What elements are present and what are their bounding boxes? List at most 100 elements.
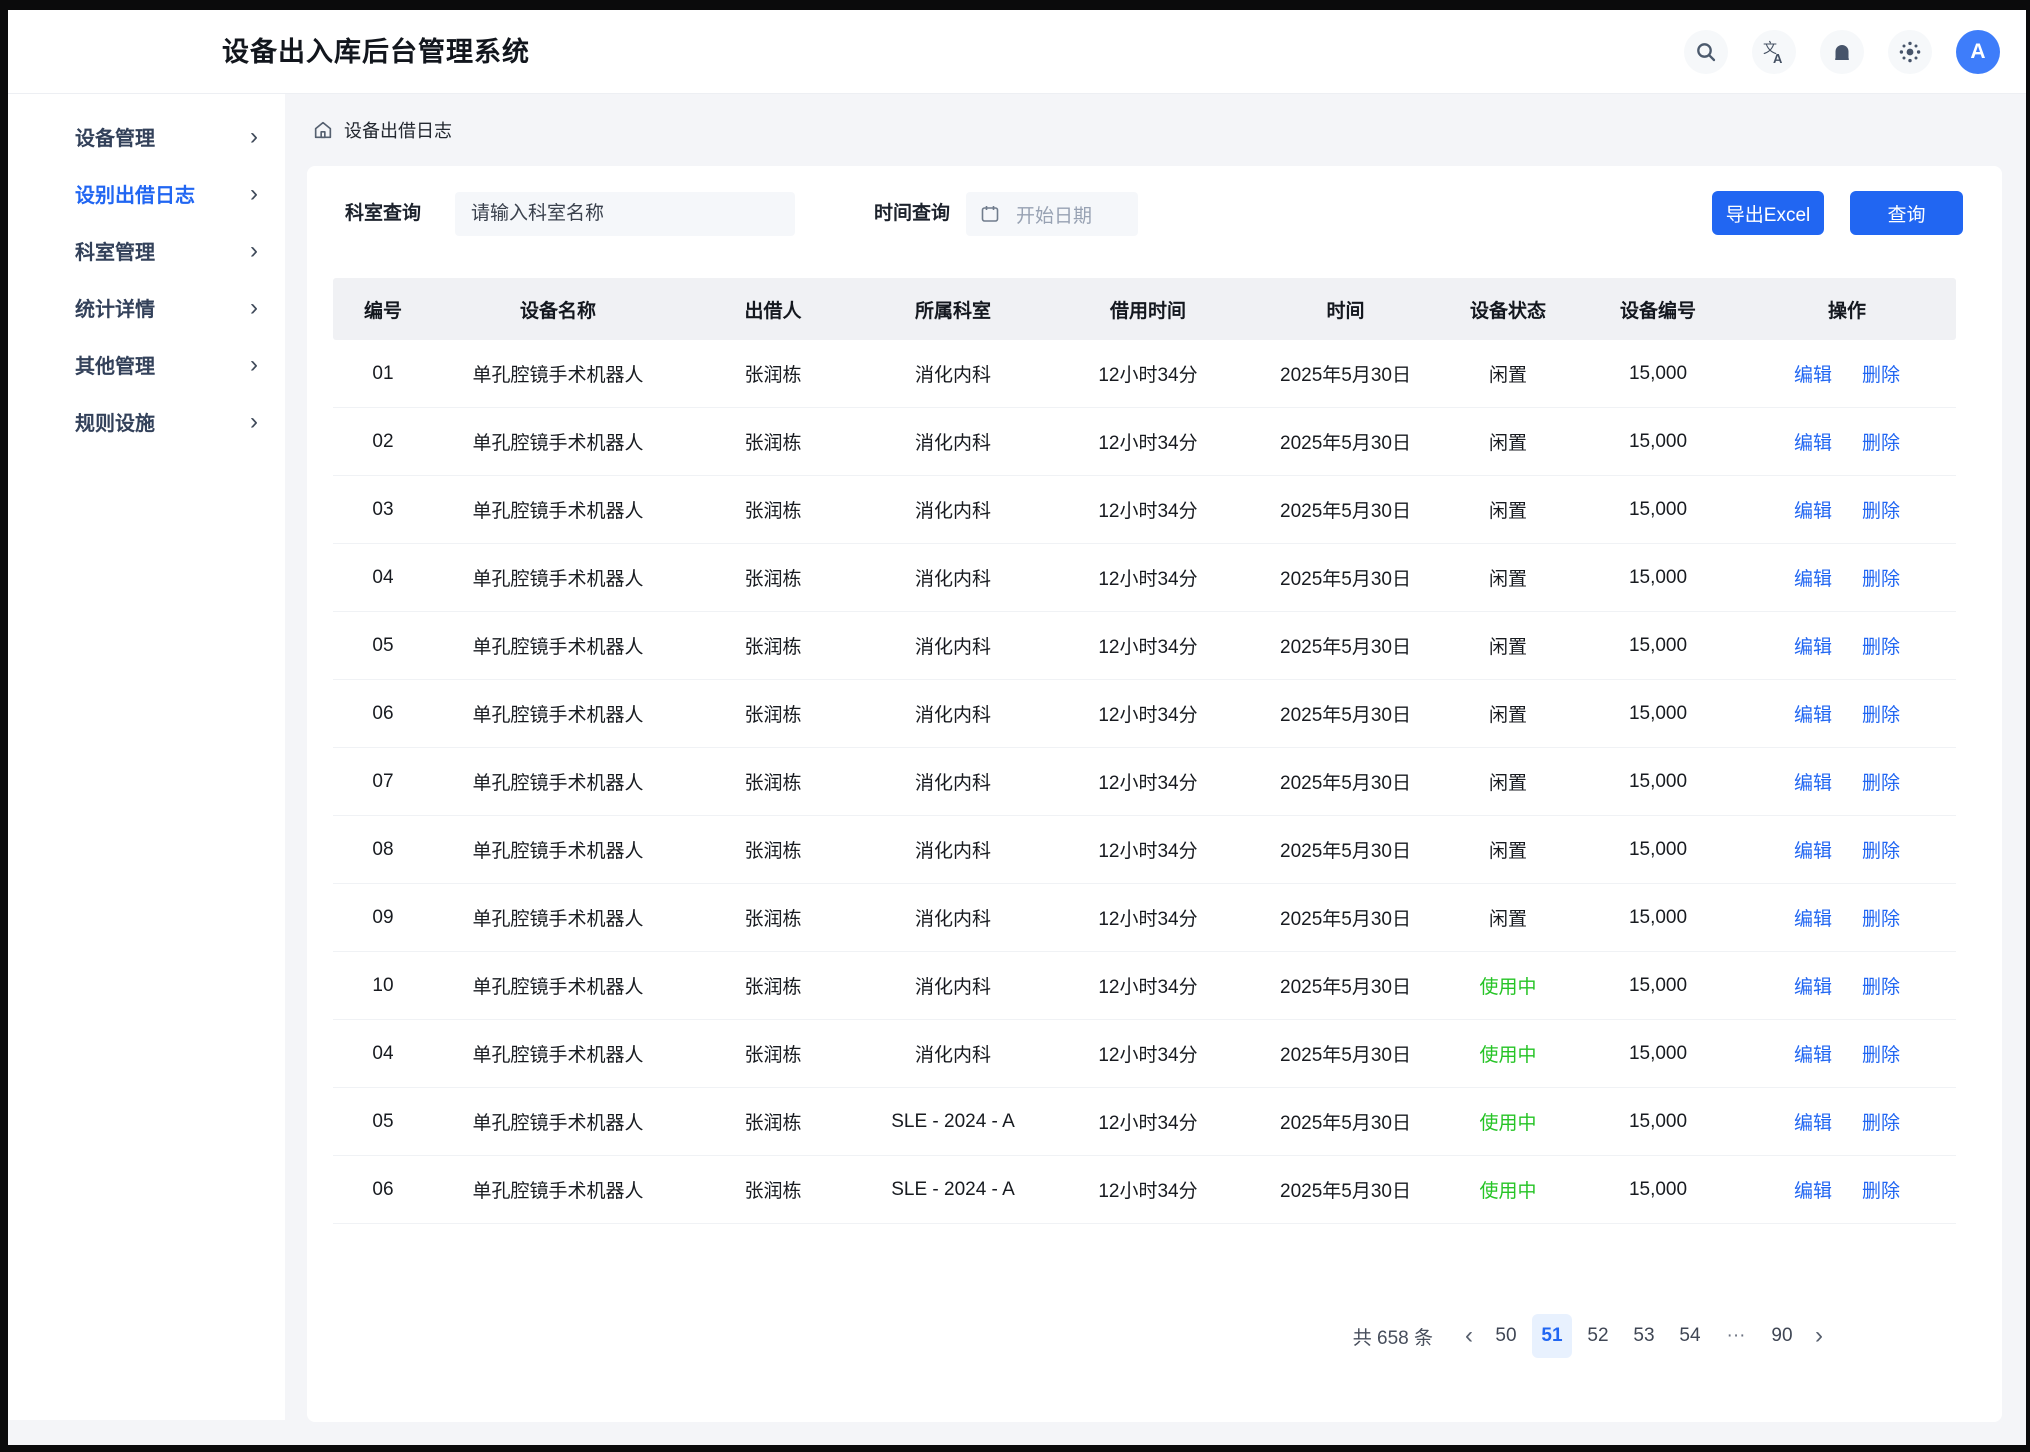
start-date-picker[interactable]: 开始日期 xyxy=(966,192,1138,236)
sidebar-item-0[interactable]: 设备管理 › xyxy=(8,108,285,165)
cell-no: 04 xyxy=(372,566,394,588)
cell-device-status: 闲置 xyxy=(1488,909,1527,930)
page-number-50[interactable]: 50 xyxy=(1495,1325,1517,1346)
svg-text:文: 文 xyxy=(1763,41,1777,57)
lending-log-table: 编号 设备名称 出借人 所属科室 借用时间 时间 设备状态 设备编号 操作 01 单孔腔镜手术机器… xyxy=(333,278,1956,1224)
user-avatar[interactable]: A xyxy=(1956,30,2000,74)
cell-device-name: 单孔腔镜手术机器人 xyxy=(472,909,644,930)
query-button[interactable]: 查询 xyxy=(1850,191,1963,235)
cell-device-name: 单孔腔镜手术机器人 xyxy=(472,1045,644,1066)
edit-link[interactable]: 编辑 xyxy=(1793,977,1832,998)
sidebar-item-3[interactable]: 统计详情 › xyxy=(8,279,285,336)
sidebar-item-label: 设别出借日志 xyxy=(75,185,195,207)
edit-link[interactable]: 编辑 xyxy=(1793,637,1832,658)
cell-date: 2025年5月30日 xyxy=(1280,773,1411,794)
cell-actions: 编辑 删除 xyxy=(1738,564,1956,591)
prev-page-icon[interactable]: ‹ xyxy=(1465,1322,1473,1349)
delete-link[interactable]: 删除 xyxy=(1862,1113,1901,1134)
column-header-2: 设备名称 xyxy=(519,300,596,322)
edit-link[interactable]: 编辑 xyxy=(1793,433,1832,454)
delete-link[interactable]: 删除 xyxy=(1862,841,1901,862)
cell-borrower: 张润栋 xyxy=(744,841,802,862)
delete-link[interactable]: 删除 xyxy=(1862,637,1901,658)
table-body: 01 单孔腔镜手术机器人 张润栋 消化内科 12小时34分 2025年5月30日 闲置 15,… xyxy=(333,340,1956,1224)
cell-device-name: 单孔腔镜手术机器人 xyxy=(472,1113,644,1134)
edit-link[interactable]: 编辑 xyxy=(1793,705,1832,726)
translate-icon: 文 A xyxy=(1761,39,1787,65)
edit-link[interactable]: 编辑 xyxy=(1793,365,1832,386)
top-header: 设备出入库后台管理系统 文 A xyxy=(8,10,2026,94)
delete-link[interactable]: 删除 xyxy=(1862,501,1901,522)
edit-link[interactable]: 编辑 xyxy=(1793,1113,1832,1134)
table-row: 06 单孔腔镜手术机器人 张润栋 消化内科 12小时34分 2025年5月30日 闲置 15,… xyxy=(333,680,1956,748)
delete-link[interactable]: 删除 xyxy=(1862,569,1901,590)
page-number-52[interactable]: 52 xyxy=(1587,1325,1609,1346)
delete-link[interactable]: 删除 xyxy=(1862,909,1901,930)
cell-device-code: 15,000 xyxy=(1628,974,1688,996)
delete-link[interactable]: 删除 xyxy=(1862,977,1901,998)
cell-actions: 编辑 删除 xyxy=(1738,360,1956,387)
cell-device-code: 15,000 xyxy=(1628,1042,1688,1064)
cell-borrow-duration: 12小时34分 xyxy=(1098,773,1198,794)
cell-borrow-duration: 12小时34分 xyxy=(1098,501,1198,522)
dept-search-input[interactable] xyxy=(455,192,795,236)
cell-borrow-duration: 12小时34分 xyxy=(1098,977,1198,998)
edit-link[interactable]: 编辑 xyxy=(1793,841,1832,862)
cell-device-name: 单孔腔镜手术机器人 xyxy=(472,705,644,726)
start-date-placeholder: 开始日期 xyxy=(1016,205,1093,227)
cell-no: 10 xyxy=(372,974,394,996)
cell-borrow-duration: 12小时34分 xyxy=(1098,569,1198,590)
sidebar-item-label: 统计详情 xyxy=(75,299,155,321)
notification-icon xyxy=(1830,40,1854,64)
cell-device-name: 单孔腔镜手术机器人 xyxy=(472,433,644,454)
delete-link[interactable]: 删除 xyxy=(1862,705,1901,726)
cell-no: 06 xyxy=(372,702,394,724)
table-header-row: 编号 设备名称 出借人 所属科室 借用时间 时间 设备状态 设备编号 操作 xyxy=(333,278,1956,340)
cell-device-status: 闲置 xyxy=(1488,637,1527,658)
pagination-ellipsis[interactable]: ··· xyxy=(1726,1325,1746,1346)
cell-date: 2025年5月30日 xyxy=(1280,1181,1411,1202)
home-icon xyxy=(312,119,334,141)
delete-link[interactable]: 删除 xyxy=(1862,433,1901,454)
page-number-54[interactable]: 54 xyxy=(1679,1325,1701,1346)
cell-borrower: 张润栋 xyxy=(744,637,802,658)
language-button[interactable]: 文 A xyxy=(1752,30,1796,74)
cell-date: 2025年5月30日 xyxy=(1280,909,1411,930)
delete-link[interactable]: 删除 xyxy=(1862,365,1901,386)
cell-device-code: 15,000 xyxy=(1628,906,1688,928)
edit-link[interactable]: 编辑 xyxy=(1793,569,1832,590)
page-number-53[interactable]: 53 xyxy=(1633,1325,1655,1346)
cell-department: 消化内科 xyxy=(914,977,991,998)
next-page-icon[interactable]: › xyxy=(1815,1322,1823,1349)
delete-link[interactable]: 删除 xyxy=(1862,1045,1901,1066)
delete-link[interactable]: 删除 xyxy=(1862,773,1901,794)
breadcrumb[interactable]: 设备出借日志 xyxy=(312,94,452,166)
search-button[interactable] xyxy=(1684,30,1728,74)
sidebar-item-1[interactable]: 设别出借日志 › xyxy=(8,165,285,222)
edit-link[interactable]: 编辑 xyxy=(1793,909,1832,930)
edit-link[interactable]: 编辑 xyxy=(1793,1181,1832,1202)
cell-device-status: 使用中 xyxy=(1479,1045,1537,1066)
sidebar-item-5[interactable]: 规则设施 › xyxy=(8,393,285,450)
cell-no: 07 xyxy=(372,770,394,792)
sidebar-item-2[interactable]: 科室管理 › xyxy=(8,222,285,279)
delete-link[interactable]: 删除 xyxy=(1862,1181,1901,1202)
column-header-9: 操作 xyxy=(1827,300,1866,322)
edit-link[interactable]: 编辑 xyxy=(1793,773,1832,794)
table-row: 04 单孔腔镜手术机器人 张润栋 消化内科 12小时34分 2025年5月30日 使用中 15… xyxy=(333,1020,1956,1088)
export-excel-button[interactable]: 导出Excel xyxy=(1712,191,1824,235)
cell-no: 03 xyxy=(372,498,394,520)
edit-link[interactable]: 编辑 xyxy=(1793,1045,1832,1066)
page-number-51[interactable]: 51 xyxy=(1532,1314,1572,1358)
table-row: 05 单孔腔镜手术机器人 张润栋 SLE - 2024 - A 12小时34分 2025年… xyxy=(333,1088,1956,1156)
cell-actions: 编辑 删除 xyxy=(1738,836,1956,863)
theme-button[interactable] xyxy=(1888,30,1932,74)
page-number-90[interactable]: 90 xyxy=(1771,1325,1793,1346)
sidebar-item-4[interactable]: 其他管理 › xyxy=(8,336,285,393)
cell-device-code: 15,000 xyxy=(1628,702,1688,724)
notifications-button[interactable] xyxy=(1820,30,1864,74)
cell-device-status: 闲置 xyxy=(1488,433,1527,454)
edit-link[interactable]: 编辑 xyxy=(1793,501,1832,522)
cell-borrower: 张润栋 xyxy=(744,365,802,386)
